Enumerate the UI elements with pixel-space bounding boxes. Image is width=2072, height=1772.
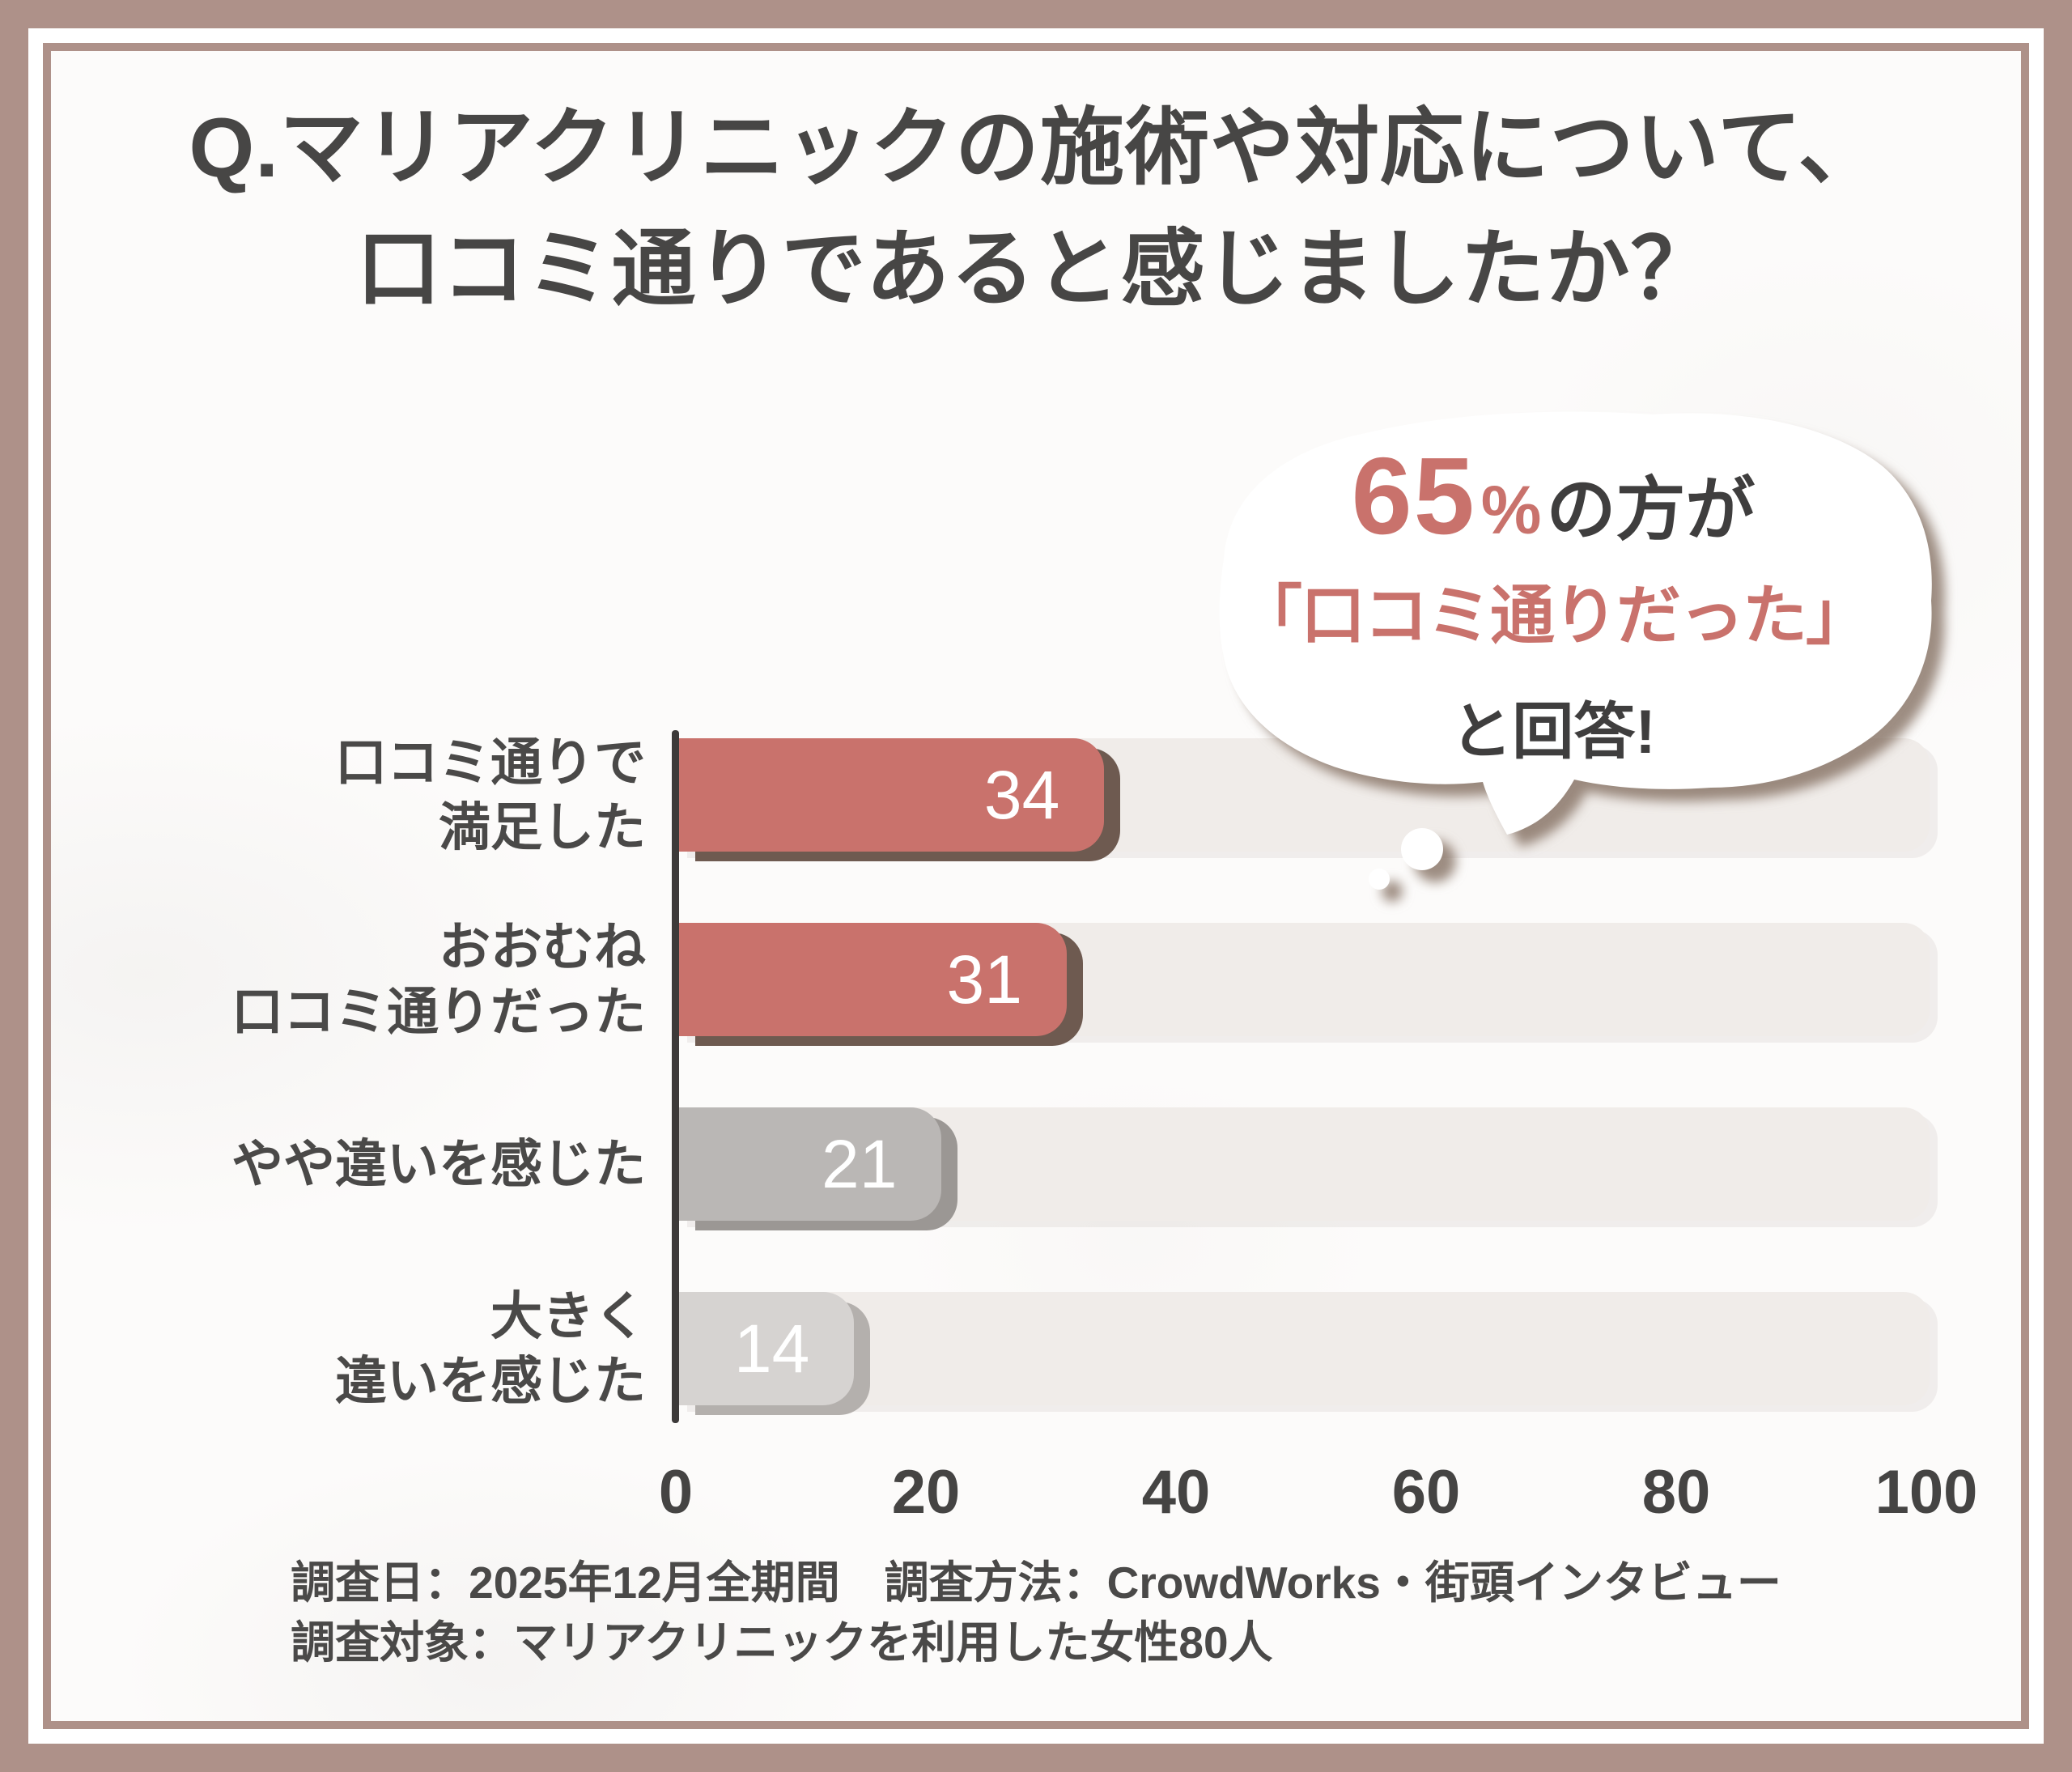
- survey-note-line-2: 調査対象：マリアクリニックを利用した女性80人: [291, 1617, 1273, 1668]
- bubble-percentage-number: 65: [1351, 435, 1476, 557]
- thought-bubble-dot-small: [1369, 869, 1390, 890]
- bubble-answer: と回答!: [1450, 698, 1656, 767]
- bar-value-label: 34: [983, 757, 1060, 833]
- category-label: やや違いを感じた: [231, 1135, 646, 1193]
- title-line-1: Q.マリアクリニックの施術や対応について、: [189, 101, 1883, 195]
- x-tick-label: 100: [1875, 1458, 1978, 1527]
- bar-value-label: 21: [822, 1126, 898, 1202]
- bar-track: 21: [679, 1107, 1930, 1221]
- bar-value-label: 14: [733, 1311, 810, 1387]
- bar: 14: [679, 1292, 855, 1405]
- bubble-headline-suffix: の方が: [1546, 471, 1756, 549]
- chart-row: 口コミ通りで 満足した 34: [0, 733, 2072, 856]
- category-label: 大きく 違いを感じた: [335, 1287, 646, 1410]
- x-tick-label: 60: [1391, 1458, 1461, 1527]
- category-label: おおむね 口コミ通りだった: [231, 918, 646, 1041]
- bar-track: 34: [679, 738, 1930, 852]
- survey-notes: 調査日：2025年12月全期間 調査方法：CrowdWorks・街頭インタビュー…: [0, 1553, 2072, 1672]
- bar: 31: [679, 923, 1067, 1036]
- x-tick-label: 40: [1141, 1458, 1211, 1527]
- thought-bubble-dot-large: [1401, 828, 1443, 870]
- x-tick-label: 80: [1641, 1458, 1711, 1527]
- survey-note-line-1: 調査日：2025年12月全期間 調査方法：CrowdWorks・街頭インタビュー: [291, 1557, 1781, 1608]
- thought-bubble: [1219, 411, 1932, 890]
- bar-value-label: 31: [946, 941, 1022, 1018]
- bar-track: 14: [679, 1292, 1930, 1405]
- thought-bubble-body: [1219, 411, 1932, 835]
- bar: 34: [679, 738, 1105, 852]
- page-title: Q.マリアクリニックの施術や対応について、 口コミ通りであると感じましたか？: [0, 87, 2072, 330]
- bubble-headline: 65% の方が: [1178, 433, 1929, 559]
- title-line-2: 口コミ通りであると感じましたか？: [356, 223, 1716, 317]
- x-tick-label: 0: [658, 1458, 694, 1527]
- y-axis-line: [672, 730, 679, 1423]
- chart-row: 大きく 違いを感じた 14: [0, 1287, 2072, 1410]
- bar: 21: [679, 1107, 942, 1221]
- x-axis-tick-labels: 0 20 40 60 80 100: [0, 1455, 2072, 1530]
- x-tick-label: 20: [891, 1458, 961, 1527]
- chart-row: やや違いを感じた 21: [0, 1107, 2072, 1221]
- bubble-quote: 「口コミ通りだった」: [1238, 580, 1870, 652]
- bubble-percent-sign: %: [1480, 472, 1542, 548]
- category-label: 口コミ通りで 満足した: [335, 733, 646, 856]
- bar-track: 31: [679, 923, 1930, 1036]
- chart-row: おおむね 口コミ通りだった 31: [0, 918, 2072, 1041]
